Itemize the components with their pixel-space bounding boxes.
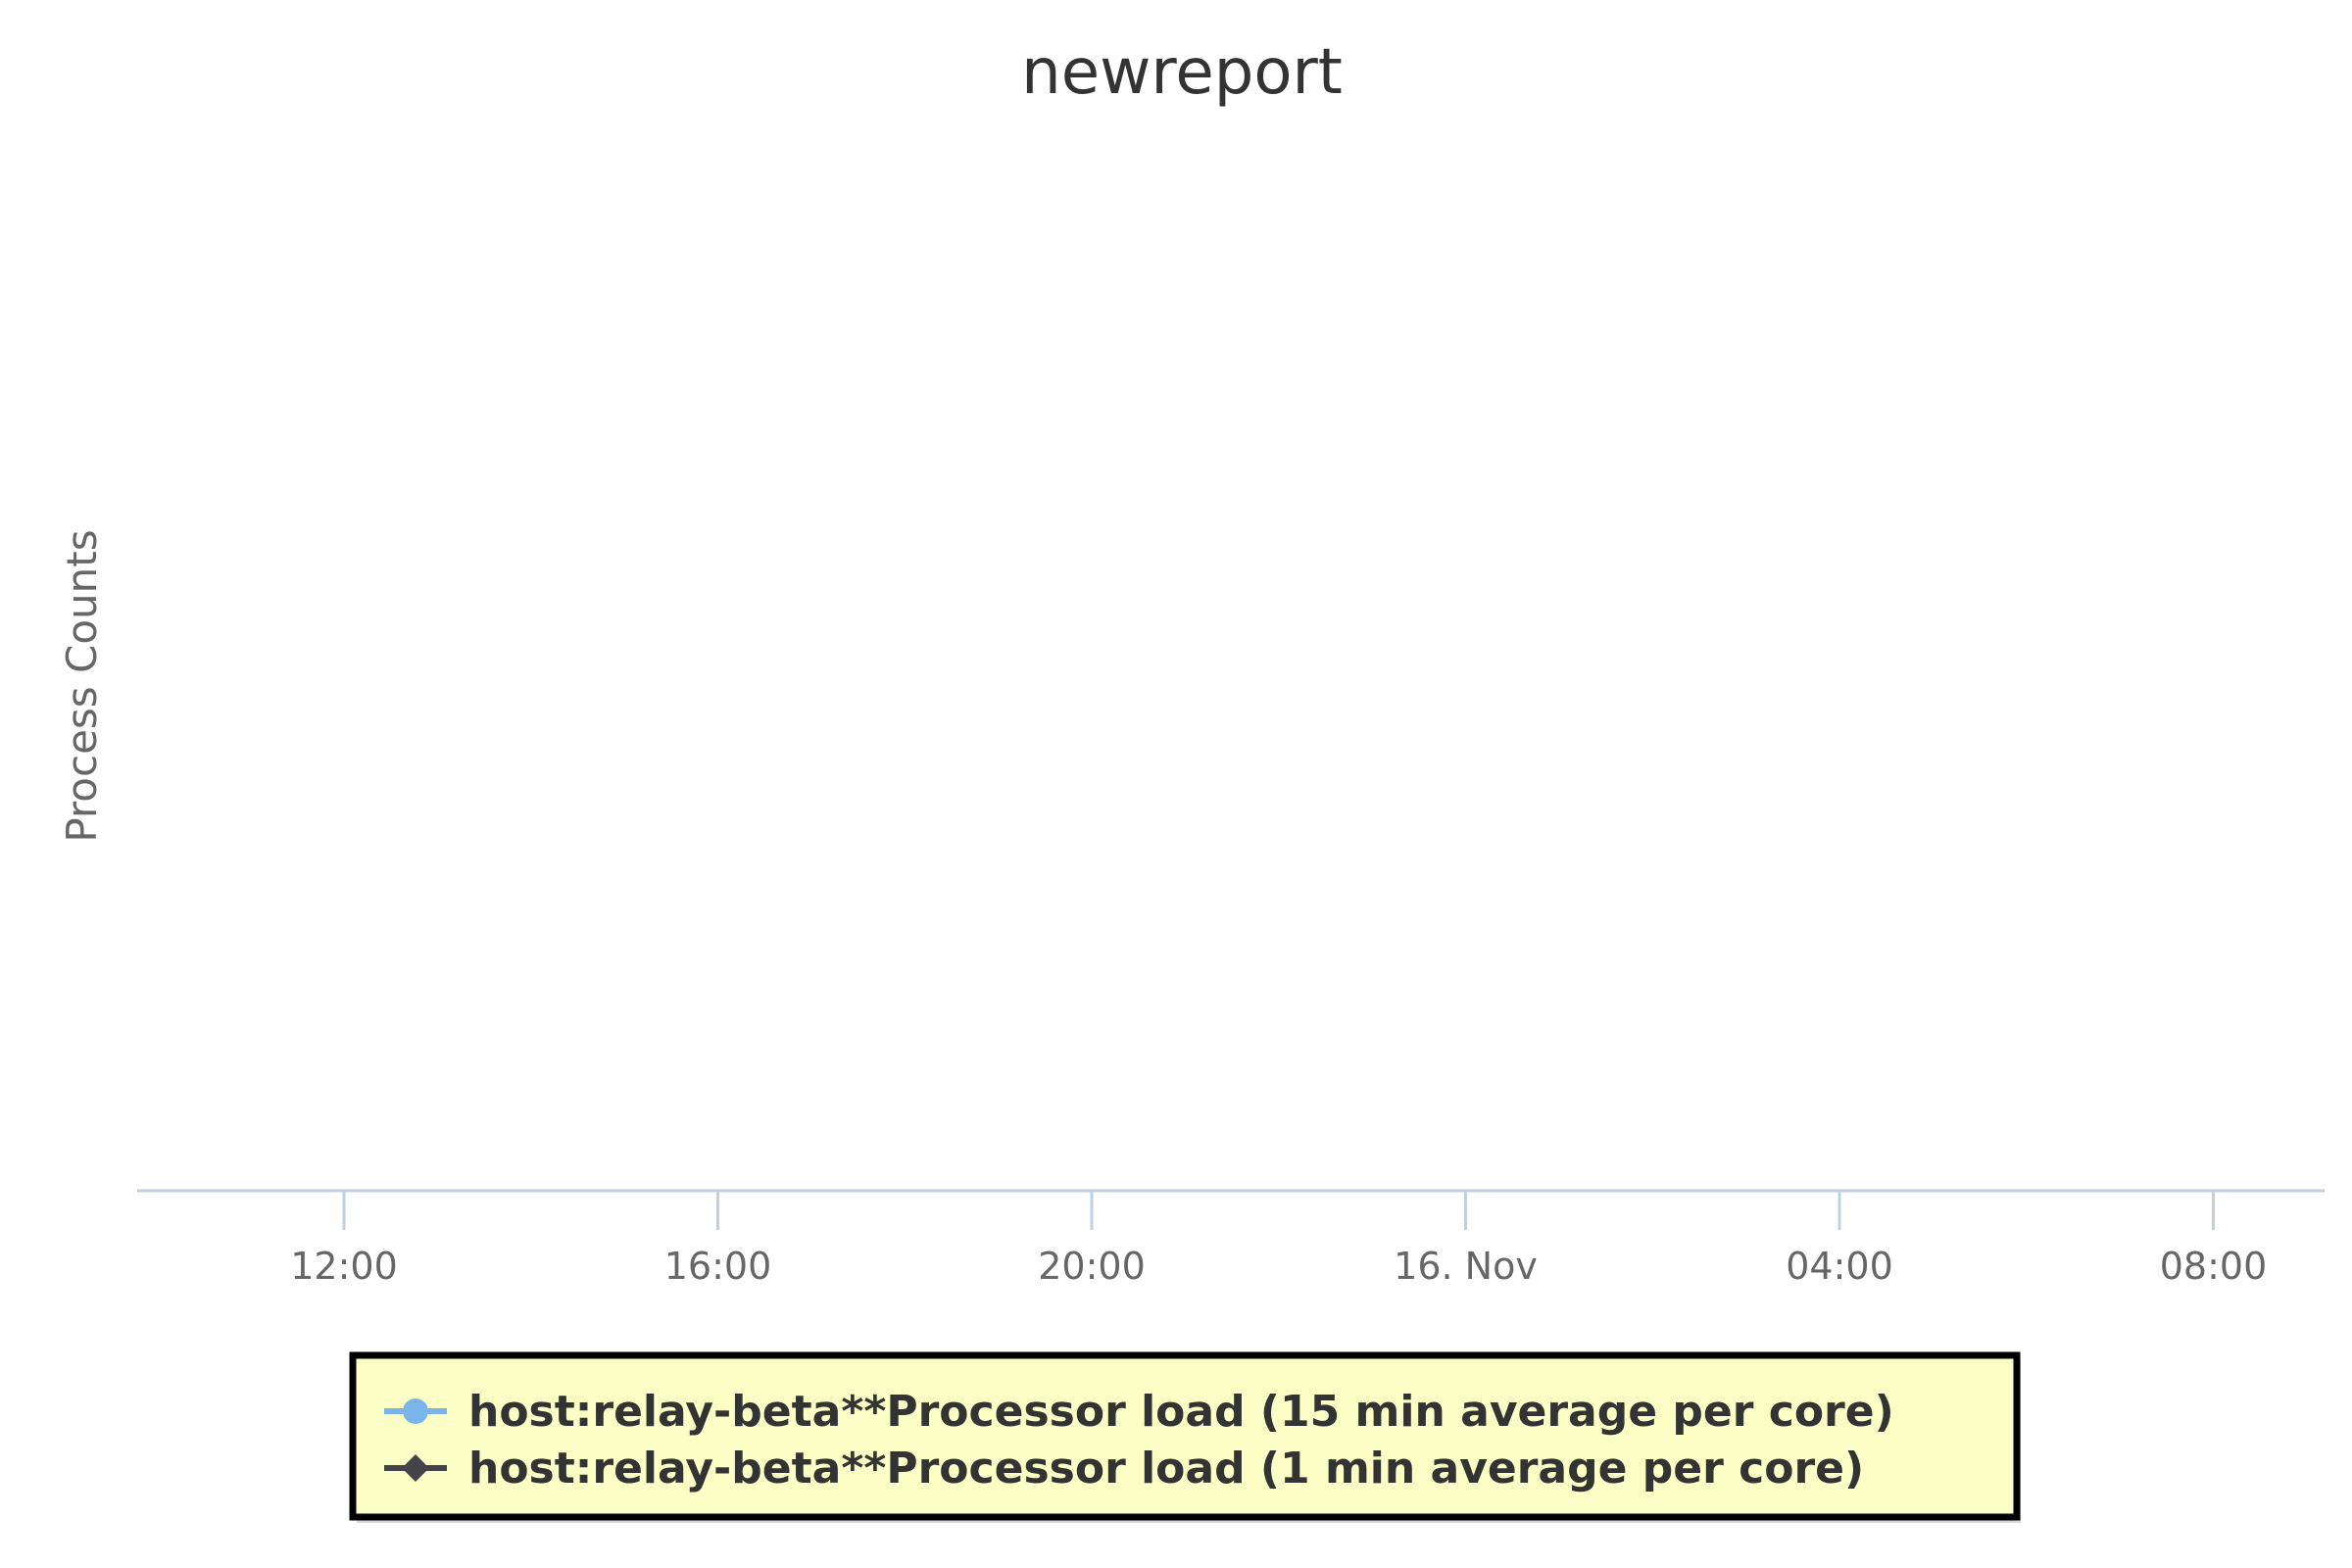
x-tick-label: 16. Nov xyxy=(1394,1245,1538,1288)
x-tick-label: 12:00 xyxy=(290,1245,398,1288)
legend[interactable]: host:relay-beta**Processor load (15 min … xyxy=(349,1351,2021,1523)
x-tick-label: 08:00 xyxy=(2160,1245,2268,1288)
legend-item-1min[interactable]: host:relay-beta**Processor load (1 min a… xyxy=(384,1444,1864,1494)
x-axis-ticks: 12:00 16:00 20:00 16. Nov 04:00 08:00 xyxy=(290,1191,2267,1288)
x-tick-label: 20:00 xyxy=(1038,1245,1146,1288)
x-tick-label: 16:00 xyxy=(664,1245,772,1288)
x-tick-label: 04:00 xyxy=(1786,1245,1893,1288)
legend-label-1min: host:relay-beta**Processor load (1 min a… xyxy=(468,1444,1864,1494)
diamond-icon xyxy=(402,1454,429,1482)
y-axis-label: Process Counts xyxy=(58,529,106,842)
chart-title: newreport xyxy=(1021,36,1343,109)
circle-icon xyxy=(403,1398,428,1424)
legend-label-15min: host:relay-beta**Processor load (15 min … xyxy=(468,1387,1894,1437)
legend-box xyxy=(349,1351,2021,1521)
legend-item-15min[interactable]: host:relay-beta**Processor load (15 min … xyxy=(384,1387,1894,1437)
